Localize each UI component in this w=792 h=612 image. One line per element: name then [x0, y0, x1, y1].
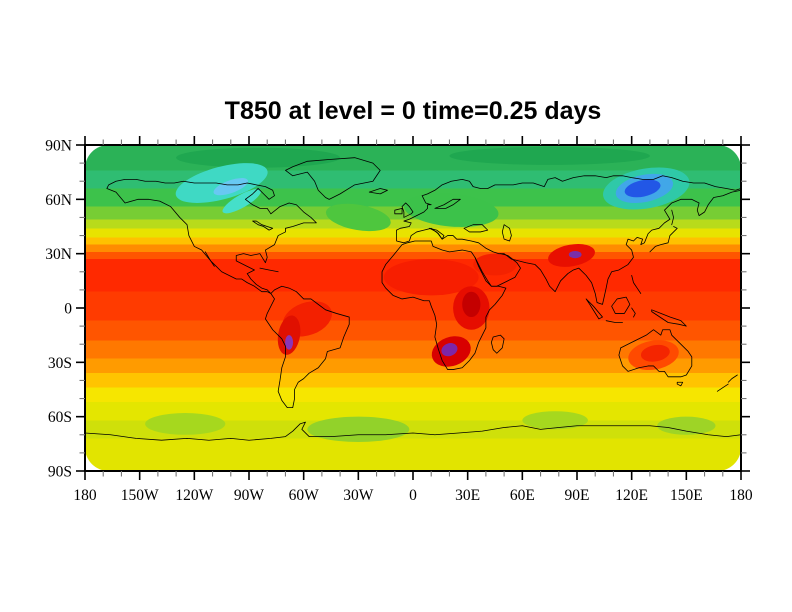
coastline-baltic-sea	[435, 199, 461, 208]
y-tick-label: 30S	[48, 355, 72, 372]
feature-europe-green-tongue	[404, 193, 499, 227]
y-tick-label: 60S	[48, 409, 72, 426]
feature-n-canada-turquoise	[175, 163, 268, 203]
coastline-new-zealand-north	[728, 375, 737, 382]
x-tick-label: 120W	[175, 487, 213, 504]
x-axis-labels: 180 150W 120W 90W 60W 30W 0 30E 60E 90E 120E 150E 18…	[73, 487, 753, 504]
x-tick-label: 180	[73, 487, 97, 504]
coastline-sakhalin	[672, 210, 674, 224]
coastline-britain	[402, 203, 413, 217]
x-tick-label: 180	[729, 487, 753, 504]
feature-tibet-purple	[568, 250, 582, 259]
coastline-iceland	[369, 188, 387, 193]
y-axis-ticks	[76, 144, 750, 472]
feature-s-ocean-green-4	[657, 416, 716, 435]
y-tick-label: 90N	[45, 138, 72, 155]
x-tick-label: 150W	[121, 487, 159, 504]
feature-australia-red	[640, 344, 670, 362]
temperature-field	[85, 145, 741, 472]
feature-e-siberia-blue-core	[624, 179, 661, 198]
feature-n-canada-lightblue	[213, 178, 249, 196]
coastline-ireland	[395, 208, 402, 213]
coastline-philippines	[632, 275, 641, 293]
coastline-new-guinea	[652, 310, 687, 326]
x-tick-label: 60W	[289, 487, 320, 504]
coastline-south-america	[265, 286, 349, 407]
coastline-australia	[619, 330, 692, 377]
feature-c-africa-dark	[462, 291, 481, 318]
x-tick-label: 90W	[234, 487, 265, 504]
feature-s-ocean-green-3	[522, 411, 588, 430]
coastline-madagascar	[491, 335, 504, 353]
feature-s-ocean-green-1	[145, 413, 226, 435]
coastline-sumatra	[586, 299, 602, 319]
coastline-antarctica	[85, 422, 741, 440]
x-axis-ticks	[84, 136, 742, 480]
coastline-arabia	[475, 254, 521, 287]
coastline-java	[606, 321, 622, 323]
feature-s-africa-purple	[441, 343, 458, 357]
x-tick-label: 30W	[343, 487, 374, 504]
coastline-sulawesi	[632, 308, 636, 317]
y-tick-label: 90S	[48, 464, 72, 481]
coastline-japan	[650, 227, 677, 252]
coastline-black-sea	[464, 225, 488, 232]
x-tick-label: 30E	[455, 487, 480, 504]
coastline-great-lakes	[253, 221, 273, 230]
x-tick-label: 0	[409, 487, 417, 504]
y-tick-label: 60N	[45, 192, 72, 209]
y-tick-label: 30N	[45, 246, 72, 263]
coastlines	[85, 158, 741, 441]
y-tick-label: 0	[64, 301, 72, 318]
coastline-africa	[382, 241, 506, 370]
feature-sahara-red	[383, 259, 479, 296]
coastline-baja-california	[205, 252, 214, 266]
x-tick-label: 120E	[615, 487, 648, 504]
coastline-borneo	[612, 297, 630, 313]
feature-mideast-red	[473, 253, 517, 276]
coastline-greenland	[285, 158, 380, 200]
coastline-new-zealand-south	[717, 384, 728, 391]
feature-n-atlantic-green	[325, 203, 391, 232]
feature-arctic-dark-green-east	[449, 146, 650, 165]
coastline-caspian-sea	[502, 225, 511, 241]
y-axis-labels: 90N 60N 30N 0 30S 60S 90S	[45, 138, 72, 481]
x-tick-label: 60E	[510, 487, 535, 504]
coastline-eurasia-north	[397, 176, 741, 230]
feature-s-ocean-green-2	[307, 416, 410, 443]
plot-title: T850 at level = 0 time=0.25 days	[224, 97, 602, 125]
x-tick-label: 90E	[565, 487, 590, 504]
coastline-cuba	[260, 268, 278, 272]
coastline-italy	[429, 228, 444, 239]
coastline-tasmania	[677, 382, 682, 386]
coastline-north-america	[107, 179, 317, 293]
x-tick-label: 150E	[670, 487, 703, 504]
feature-andes-purple	[285, 335, 294, 350]
feature-arctic-dark-green-west	[176, 147, 341, 168]
coastline-eurasia-south	[397, 190, 741, 304]
